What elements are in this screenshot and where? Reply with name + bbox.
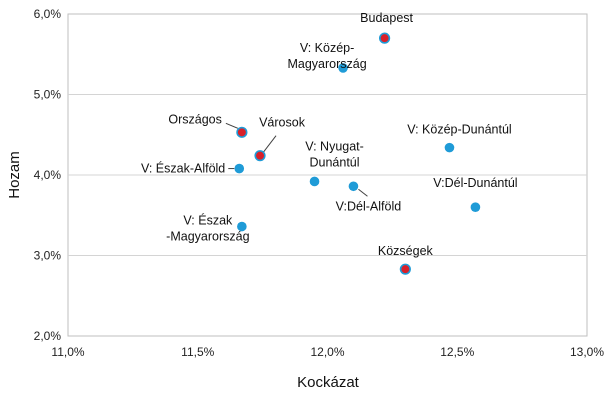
x-tick-label: 11,0% [51,345,84,359]
data-point [444,142,455,153]
x-axis-title: Kockázat [297,374,360,391]
data-point [236,126,248,138]
x-tick-label: 12,5% [440,345,474,359]
y-tick-label: 3,0% [34,249,62,263]
y-tick-label: 2,0% [34,329,62,343]
point-label: Budapest [360,11,413,25]
data-point [338,63,348,73]
x-tick-label: 12,0% [310,345,344,359]
point-label: Községek [378,244,434,258]
point-label: V:Dél-Dunántúl [433,176,517,190]
data-point [378,32,391,44]
data-point [254,150,266,162]
x-tick-labels: 11,0% 11,5% 12,0% 12,5% 13,0% [51,345,604,359]
point-labels: Budapest V: Közép-Magyarország Országos Vár… [141,11,518,258]
point-label: V: Közép-Magyarország [287,41,366,71]
data-point [234,163,245,174]
data-point [309,176,320,187]
data-point [237,221,247,232]
data-points [234,32,481,275]
leader-line [358,188,368,197]
point-label: V: Nyugat-Dunántúl [305,139,364,169]
x-tick-label: 13,0% [570,345,604,359]
point-label: Városok [259,116,306,130]
y-tick-label: 5,0% [34,88,62,102]
y-tick-label: 6,0% [34,7,62,21]
x-tick-label: 11,5% [181,345,214,359]
point-label: V: Észak -Magyarország [166,213,249,244]
data-point [470,202,481,212]
y-tick-label: 4,0% [34,168,62,182]
point-label: V:Dél-Alföld [336,199,402,213]
point-label: Országos [168,112,222,126]
point-label: V: Észak-Alföld [141,161,225,176]
leader-line [225,122,239,129]
data-point [399,263,411,275]
y-axis-title: Hozam [6,151,23,199]
gridlines [68,94,587,256]
y-tick-labels: 2,0% 3,0% 4,0% 5,0% 6,0% [34,7,62,343]
label-leader-lines [225,122,368,197]
point-label: V: Közép-Dunántúl [407,123,511,137]
data-point [348,181,359,192]
leader-line [262,135,277,153]
